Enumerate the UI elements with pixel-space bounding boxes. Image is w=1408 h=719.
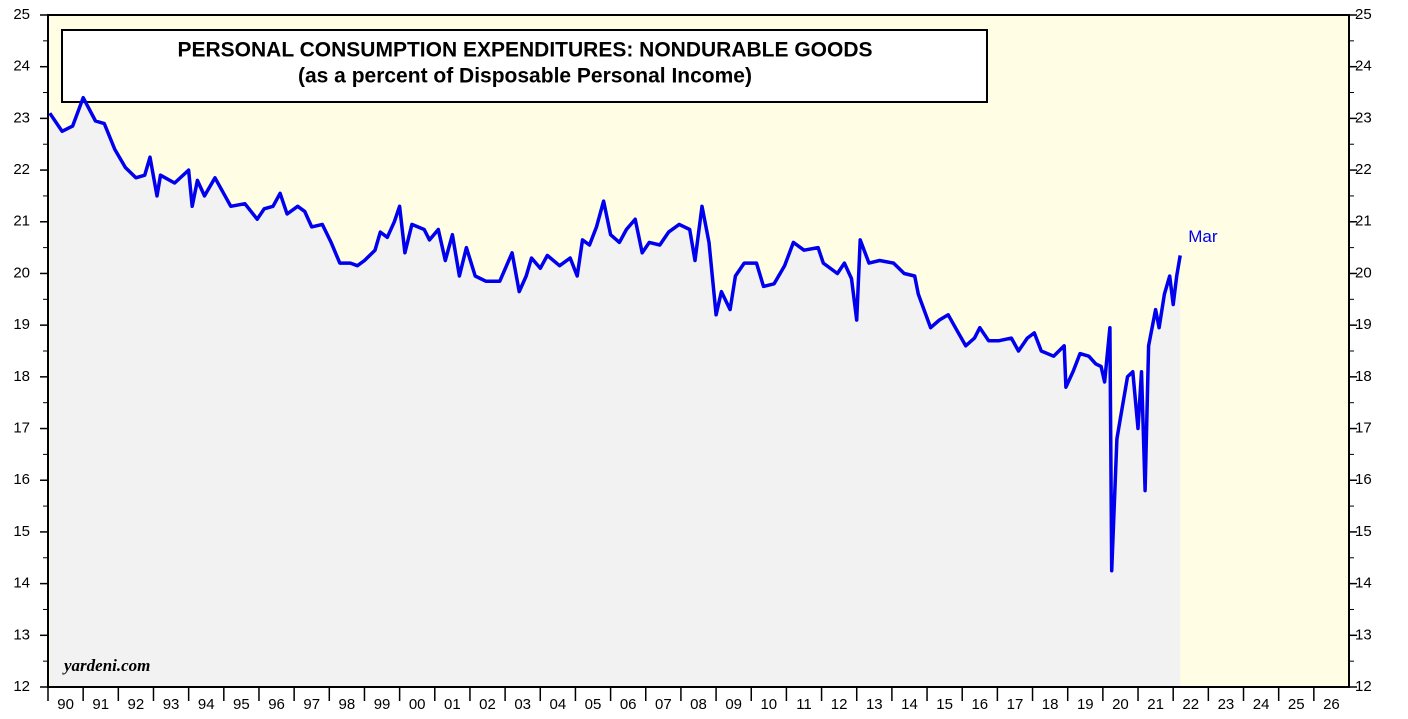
x-tick-label: 00 <box>409 696 426 713</box>
x-tick-label: 24 <box>1253 696 1270 713</box>
y-tick-label: 21 <box>13 213 30 230</box>
x-tick-label: 14 <box>901 696 918 713</box>
y2-tick-label: 16 <box>1355 471 1372 488</box>
x-tick-label: 11 <box>796 696 812 713</box>
x-tick-label: 92 <box>128 696 145 713</box>
y2-tick-label: 25 <box>1355 6 1372 23</box>
y2-tick-label: 23 <box>1355 109 1372 126</box>
x-tick-label: 99 <box>374 696 391 713</box>
x-tick-label: 22 <box>1182 696 1199 713</box>
x-tick-label: 93 <box>163 696 180 713</box>
x-tick-label: 20 <box>1112 696 1129 713</box>
y2-tick-label: 17 <box>1355 420 1372 437</box>
x-tick-label: 97 <box>303 696 320 713</box>
y-tick-label: 17 <box>13 420 30 437</box>
x-tick-label: 18 <box>1042 696 1059 713</box>
y-tick-label: 23 <box>13 109 30 126</box>
x-tick-label: 94 <box>198 696 215 713</box>
x-tick-label: 95 <box>233 696 250 713</box>
x-tick-label: 07 <box>655 696 672 713</box>
y-tick-label: 25 <box>13 6 30 23</box>
y-tick-label: 22 <box>13 161 30 178</box>
y2-tick-label: 24 <box>1355 58 1372 75</box>
title-box <box>61 29 988 103</box>
x-tick-label: 21 <box>1147 696 1164 713</box>
y2-tick-label: 12 <box>1355 678 1372 695</box>
y-tick-label: 20 <box>13 264 30 281</box>
y-tick-label: 19 <box>13 316 30 333</box>
x-tick-label: 13 <box>866 696 883 713</box>
x-tick-label: 05 <box>585 696 602 713</box>
x-tick-label: 90 <box>57 696 74 713</box>
x-tick-label: 25 <box>1288 696 1305 713</box>
y2-tick-label: 14 <box>1355 575 1372 592</box>
x-tick-label: 96 <box>268 696 285 713</box>
chart-title: PERSONAL CONSUMPTION EXPENDITURES: NONDU… <box>178 39 873 62</box>
source: yardeni.com <box>62 656 150 675</box>
x-tick-label: 19 <box>1077 696 1094 713</box>
y-tick-label: 18 <box>13 368 30 385</box>
x-tick-label: 26 <box>1323 696 1340 713</box>
x-tick-label: 10 <box>760 696 777 713</box>
x-tick-label: 01 <box>444 696 461 713</box>
y2-tick-label: 18 <box>1355 368 1372 385</box>
y2-tick-label: 13 <box>1355 626 1372 643</box>
line <box>48 95 1182 573</box>
y-tick-label: 12 <box>13 678 30 695</box>
y-tick-label: 15 <box>13 523 30 540</box>
y-tick-label: 14 <box>13 575 30 592</box>
y2-tick-label: 15 <box>1355 523 1372 540</box>
y-tick-label: 24 <box>13 58 30 75</box>
x-tick-label: 04 <box>550 696 567 713</box>
annotation: Mar <box>1188 227 1218 246</box>
y2-tick-label: 20 <box>1355 264 1372 281</box>
y2-tick-label: 22 <box>1355 161 1372 178</box>
x-tick-label: 09 <box>725 696 742 713</box>
area <box>49 97 1181 687</box>
y-tick-label: 16 <box>13 471 30 488</box>
x-tick-label: 23 <box>1218 696 1235 713</box>
x-tick-label: 12 <box>831 696 848 713</box>
x-tick-label: 15 <box>936 696 953 713</box>
y-tick-label: 13 <box>13 626 30 643</box>
x-tick-label: 17 <box>1007 696 1024 713</box>
x-tick-label: 98 <box>339 696 356 713</box>
x-tick-label: 03 <box>514 696 531 713</box>
x-tick-label: 08 <box>690 696 707 713</box>
x-tick-label: 02 <box>479 696 496 713</box>
y2-tick-label: 21 <box>1355 213 1372 230</box>
y2-tick-label: 19 <box>1355 316 1372 333</box>
x-tick-label: 91 <box>92 696 109 713</box>
x-tick-label: 16 <box>971 696 988 713</box>
chart-subtitle: (as a percent of Disposable Personal Inc… <box>298 65 752 88</box>
x-tick-label: 06 <box>620 696 637 713</box>
